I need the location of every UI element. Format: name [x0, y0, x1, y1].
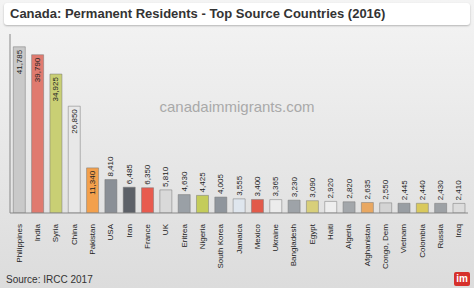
svg-text:Russia: Russia [436, 223, 445, 248]
svg-text:2,440: 2,440 [418, 180, 427, 201]
svg-text:Iraq: Iraq [454, 224, 463, 238]
svg-text:Iran: Iran [125, 224, 134, 238]
svg-text:39,790: 39,790 [33, 57, 42, 82]
svg-text:South Korea: South Korea [216, 223, 225, 268]
svg-text:6,485: 6,485 [125, 164, 134, 185]
html-text:Source: IRCC 2017: Source: IRCC 2017 [6, 274, 93, 285]
svg-text:6,350: 6,350 [143, 164, 152, 185]
svg-text:Pakistan: Pakistan [88, 224, 97, 255]
svg-text:India: India [33, 223, 42, 241]
svg-text:2,820: 2,820 [345, 178, 354, 199]
svg-text:8,410: 8,410 [106, 156, 115, 177]
svg-text:Vietnam: Vietnam [399, 224, 408, 254]
svg-text:3,230: 3,230 [290, 177, 299, 198]
svg-text:Mexico: Mexico [253, 223, 262, 249]
svg-text:11,340: 11,340 [88, 170, 97, 194]
svg-text:UK: UK [161, 223, 170, 235]
svg-text:4,425: 4,425 [198, 172, 207, 193]
svg-text:Afghanistan: Afghanistan [363, 224, 372, 266]
svg-text:2,430: 2,430 [436, 180, 445, 201]
svg-text:Haiti: Haiti [326, 224, 335, 240]
svg-text:Ukraine: Ukraine [271, 223, 280, 251]
svg-text:2,920: 2,920 [326, 178, 335, 199]
svg-text:26,850: 26,850 [70, 109, 79, 134]
svg-text:2,635: 2,635 [363, 179, 372, 200]
svg-text:Congo, Dem: Congo, Dem [381, 224, 390, 269]
svg-text:5,810: 5,810 [161, 166, 170, 187]
svg-text:2,410: 2,410 [454, 180, 463, 201]
svg-text:Algeria: Algeria [344, 223, 353, 248]
html-text:Canada: Permanent Residents -: Canada: Permanent Residents - Top Source… [10, 6, 386, 21]
svg-text:Eritrea: Eritrea [180, 223, 189, 247]
svg-text:Philippines: Philippines [15, 224, 24, 263]
svg-text:3,555: 3,555 [235, 175, 244, 196]
svg-text:Syria: Syria [51, 223, 60, 242]
svg-text:41,785: 41,785 [15, 49, 24, 74]
svg-text:Egypt: Egypt [308, 223, 317, 244]
svg-text:3,400: 3,400 [253, 176, 262, 197]
svg-text:3,365: 3,365 [271, 176, 280, 197]
svg-text:3,090: 3,090 [308, 177, 317, 198]
svg-text:China: China [70, 223, 79, 244]
svg-text:4,005: 4,005 [216, 173, 225, 194]
svg-text:4,630: 4,630 [180, 171, 189, 192]
html-text:canadaimmigrants.com: canadaimmigrants.com [159, 98, 315, 115]
svg-text:Nigeria: Nigeria [198, 223, 207, 249]
svg-text:Colombia: Colombia [418, 223, 427, 257]
svg-text:34,925: 34,925 [51, 77, 60, 102]
svg-text:Bangladesh: Bangladesh [289, 224, 298, 266]
svg-text:2,550: 2,550 [381, 179, 390, 200]
svg-text:Jamaica: Jamaica [235, 223, 244, 253]
svg-text:2,445: 2,445 [400, 180, 409, 201]
html-text:im: im [456, 273, 468, 284]
svg-text:France: France [143, 223, 152, 248]
svg-text:USA: USA [106, 223, 115, 240]
